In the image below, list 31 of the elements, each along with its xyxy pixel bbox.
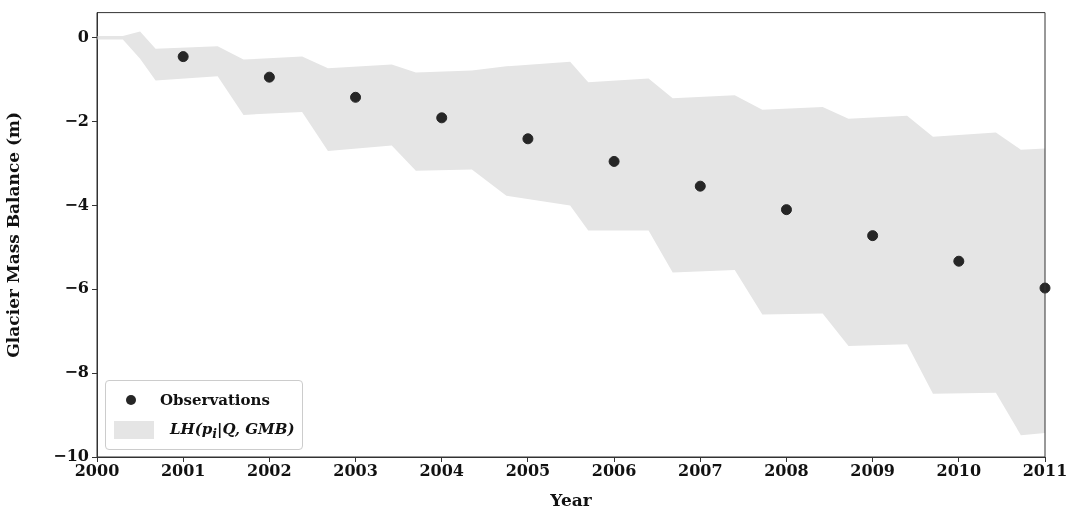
point [780,204,792,216]
legend-label: LH(p$_{i}$|Q, GMB) [170,419,295,441]
y-tick-label: −2 [64,110,89,130]
point [350,91,362,103]
x-tick-label: 2002 [247,460,292,480]
point [867,230,879,242]
x-tick-label: 2005 [505,460,551,480]
y-tick-label: −6 [64,278,89,298]
x-tick-label: 2007 [678,460,723,480]
x-tick-label: 2004 [419,460,464,480]
y-tick-label: −8 [64,362,89,382]
point [522,133,534,145]
x-tick-label: 2006 [591,460,637,480]
x-tick-label: 2011 [1022,460,1068,480]
y-tick-label: 0 [77,26,89,46]
point [263,71,275,83]
x-tick-label: 2010 [936,460,982,480]
x-tick-label: 2008 [764,460,809,480]
point [436,112,448,124]
x-tick-label: 2000 [74,460,120,480]
x-tick-label: 2001 [160,460,206,480]
x-tick-label: 2003 [333,460,378,480]
x-tick-label: 2009 [850,460,895,480]
point [177,51,189,63]
point [953,255,965,267]
y-axis-title: Glacier Mass Balance (m) [2,111,23,358]
point [608,155,620,167]
x-axis-title: Year [549,490,593,511]
point [694,180,706,192]
y-tick-label: −4 [64,194,89,214]
legend-label: Observations [160,391,270,409]
